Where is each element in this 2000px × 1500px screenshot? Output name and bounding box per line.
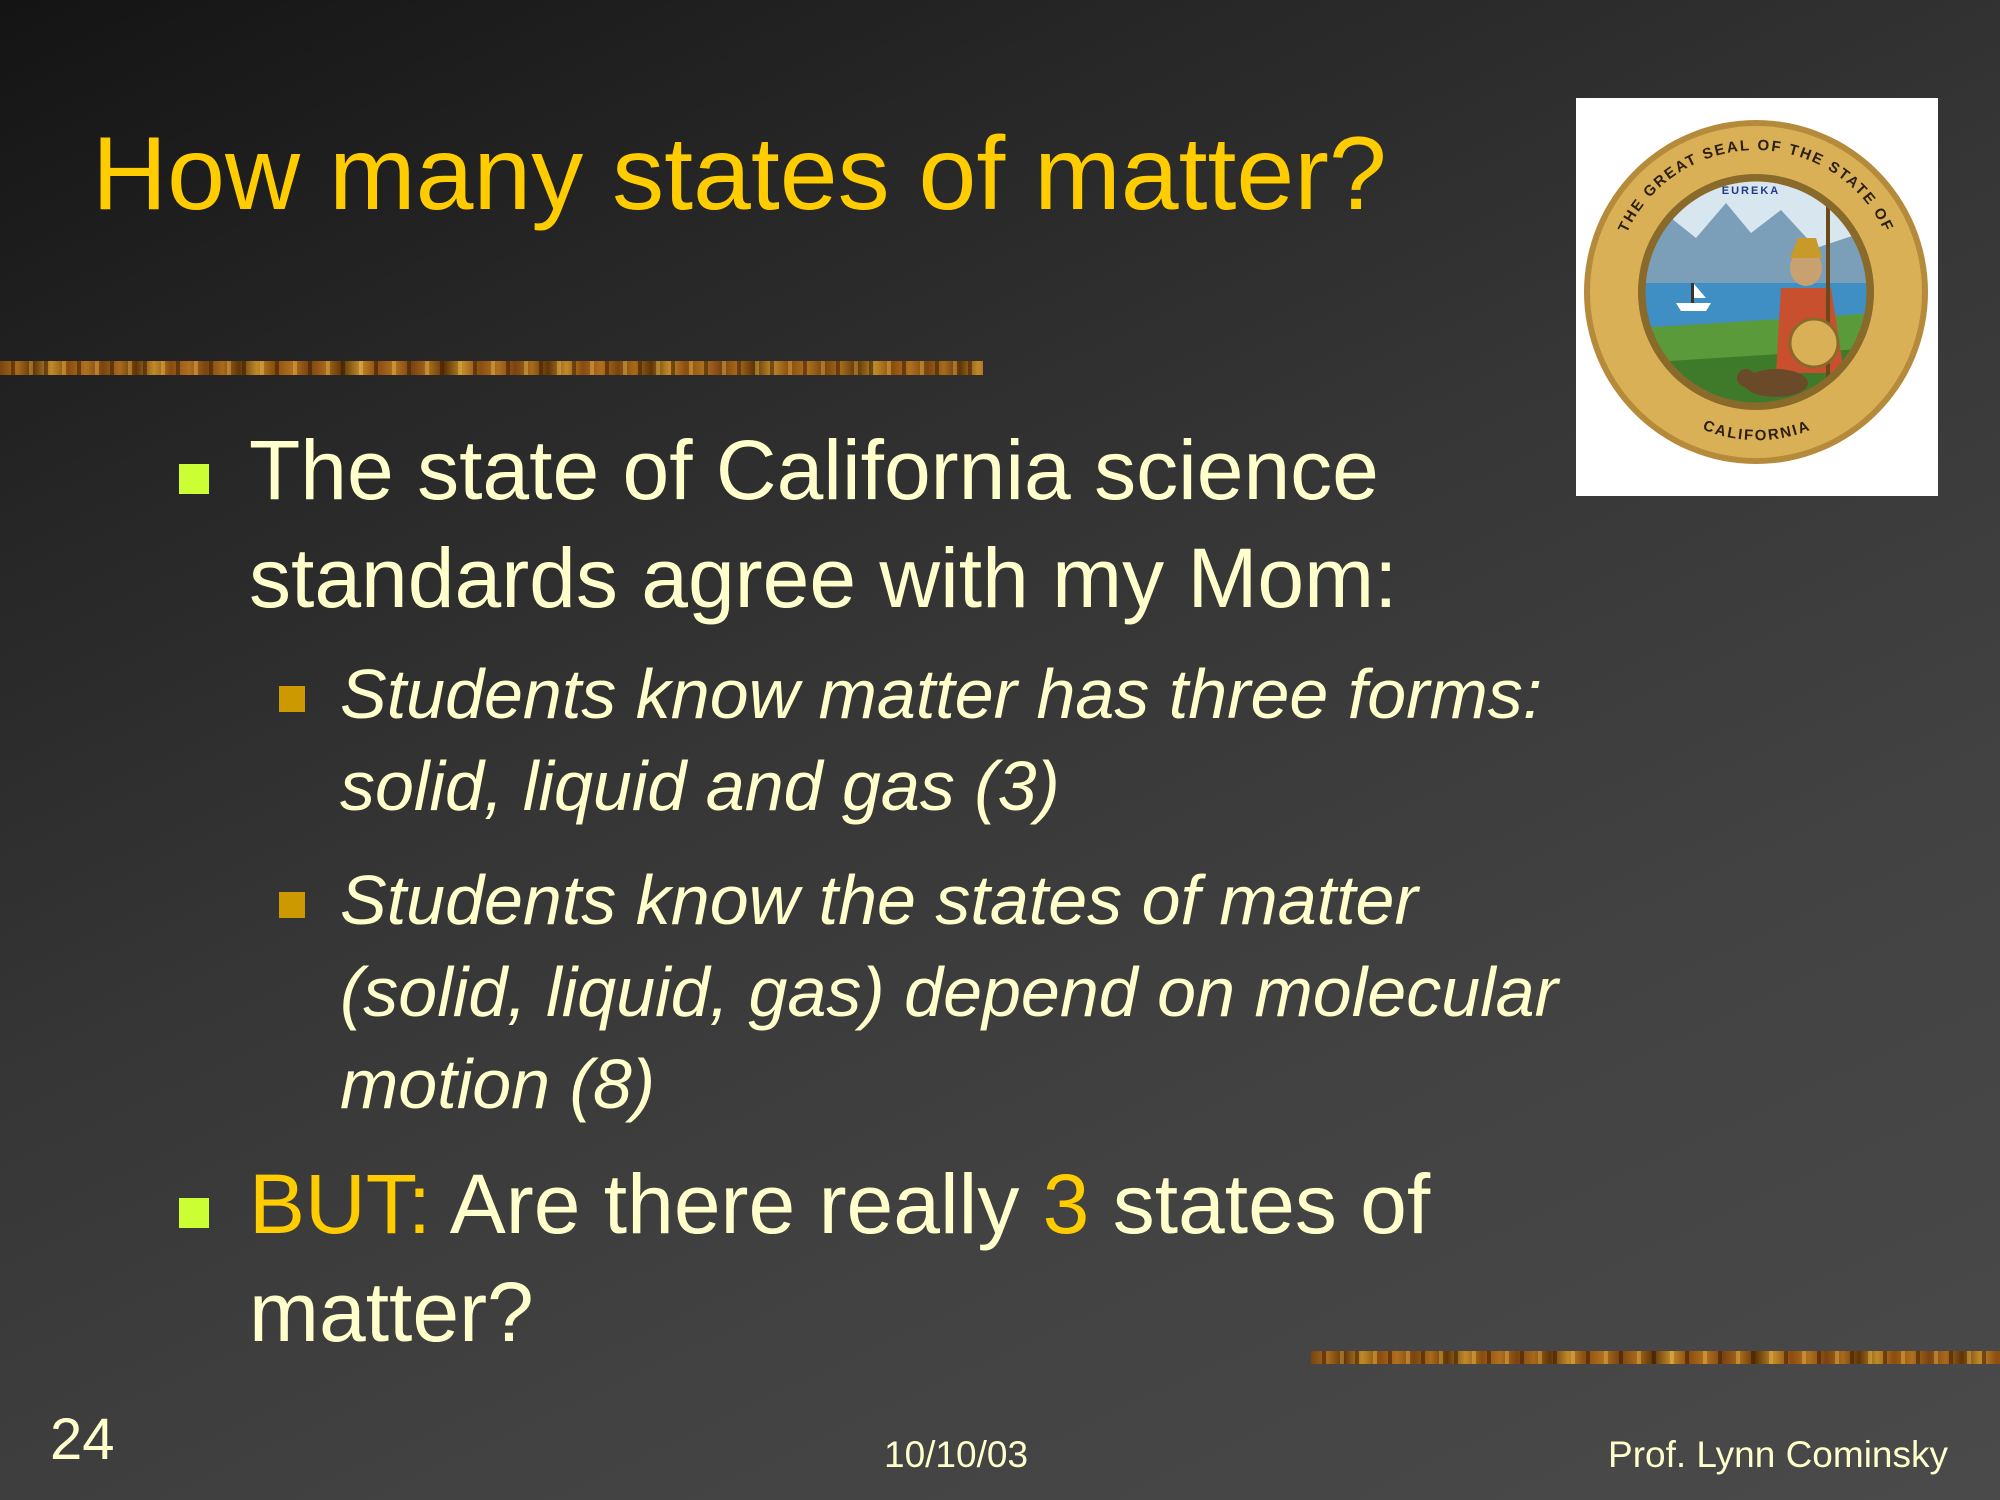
decorative-rule-top	[0, 361, 983, 375]
california-seal-image: THE GREAT SEAL OF THE STATE OF CALIFORNI…	[1576, 98, 1938, 496]
number-highlight: 3	[1042, 1157, 1090, 1251]
footer-date: 10/10/03	[884, 1434, 1029, 1475]
footer-author: Prof. Lynn Cominsky	[1608, 1434, 1948, 1475]
sub-bullet-marker	[279, 892, 305, 918]
slide-number: 24	[50, 1407, 115, 1472]
bullet-2-line-2: matter?	[249, 1265, 534, 1359]
bullet-marker	[179, 1198, 209, 1228]
sub-bullet-1-line-2: solid, liquid and gas (3)	[340, 747, 1060, 825]
bullet-marker	[179, 464, 209, 494]
bullet-2-line-1: BUT: Are there really 3 states of	[249, 1150, 1430, 1258]
slide-title: How many states of matter?	[92, 116, 1387, 232]
but-highlight: BUT:	[249, 1157, 432, 1251]
seal-graphic: THE GREAT SEAL OF THE STATE OF CALIFORNI…	[1584, 120, 1928, 464]
bullet-1-line-1: The state of California science	[249, 423, 1379, 517]
sub-bullet-2-line-1: Students know the states of matter	[340, 861, 1418, 939]
sub-bullet-2-line-2: (solid, liquid, gas) depend on molecular	[340, 953, 1558, 1031]
bullet-2-text-b: states of	[1089, 1157, 1431, 1251]
sub-bullet-1-line-1: Students know matter has three forms:	[340, 655, 1543, 733]
seal-motto: EUREKA	[1722, 185, 1780, 197]
bullet-2-text-a: Are there really	[431, 1157, 1043, 1251]
decorative-rule-bottom	[1311, 1351, 2000, 1364]
sub-bullet-2-line-3: motion (8)	[340, 1045, 656, 1123]
bullet-1-line-2: standards agree with my Mom:	[249, 531, 1398, 625]
sub-bullet-marker	[279, 686, 305, 712]
